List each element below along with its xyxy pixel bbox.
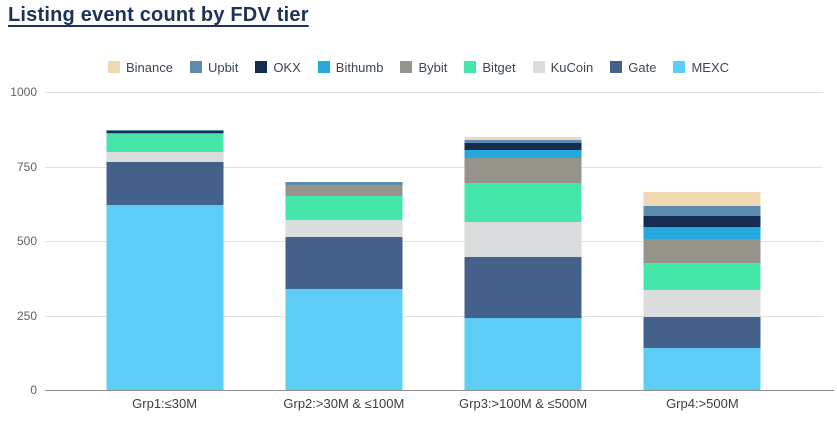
x-category-label-4: Grp4:>500M: [666, 396, 739, 411]
bar-segment-binance-grp4[interactable]: [643, 191, 761, 206]
bar-segment-gate-grp3[interactable]: [464, 257, 582, 319]
bar-segment-okx-grp4[interactable]: [643, 215, 761, 228]
stacked-bar-grp1: [106, 129, 224, 390]
legend-swatch-okx: [255, 61, 268, 73]
legend-swatch-upbit: [189, 61, 202, 73]
legend-swatch-bitget: [464, 61, 477, 73]
stacked-bar-grp3: [464, 136, 582, 390]
legend-label: Bithumb: [335, 59, 384, 75]
x-axis: Grp1:≤30M Grp2:>30M & ≤100M Grp3:>100M & ≤…: [75, 396, 792, 411]
y-tick-label-0: 0: [30, 383, 37, 397]
bar-segment-bitget-grp2[interactable]: [285, 196, 403, 220]
bar-segment-bitget-grp3[interactable]: [464, 182, 582, 222]
legend-item-binance[interactable]: Binance: [107, 59, 173, 75]
x-category-label-3: Grp3:>100M & ≤500M: [459, 396, 588, 411]
x-category-label-2: Grp2:>30M & ≤100M: [283, 396, 405, 411]
legend-label: Binance: [125, 59, 173, 75]
bar-slot-4: [613, 92, 792, 390]
legend-label: Gate: [628, 59, 657, 75]
bar-segment-gate-grp4[interactable]: [643, 317, 761, 349]
legend-swatch-kucoin: [532, 61, 545, 73]
bar-segment-bybit-grp4[interactable]: [643, 238, 761, 263]
legend-label: Upbit: [207, 59, 239, 75]
bar-segment-upbit-grp3[interactable]: [464, 140, 582, 143]
bar-segment-mexc-grp1[interactable]: [106, 205, 224, 390]
bar-segment-kucoin-grp3[interactable]: [464, 221, 582, 258]
bar-segment-bybit-grp1[interactable]: [106, 133, 224, 135]
legend-swatch-gate: [610, 61, 623, 73]
legend-item-gate[interactable]: Gate: [610, 60, 656, 75]
bar-slot-1: [75, 92, 254, 390]
bar-segment-upbit-grp4[interactable]: [643, 205, 761, 216]
bar-segment-okx-grp1[interactable]: [106, 131, 224, 133]
x-axis-line: [45, 390, 834, 391]
legend-item-upbit[interactable]: Upbit: [189, 59, 239, 75]
legend-item-kucoin[interactable]: KuCoin: [532, 59, 594, 75]
stacked-bar-grp4: [643, 191, 761, 390]
legend-item-mexc[interactable]: MEXC: [673, 60, 729, 75]
x-category-label-1: Grp1:≤30M: [132, 396, 198, 411]
bar-segment-gate-grp1[interactable]: [106, 162, 224, 206]
bar-segment-okx-grp3[interactable]: [464, 142, 582, 151]
bar-segment-binance-grp3[interactable]: [464, 136, 582, 141]
bar-segment-kucoin-grp2[interactable]: [285, 219, 403, 238]
bar-segment-bitget-grp4[interactable]: [643, 262, 761, 291]
legend-item-bybit[interactable]: Bybit: [400, 60, 447, 75]
bar-segment-mexc-grp3[interactable]: [464, 318, 582, 390]
bar-segment-upbit-grp2[interactable]: [285, 182, 403, 186]
bar-segment-kucoin-grp1[interactable]: [106, 151, 224, 163]
chart-title: Listing event count by FDV tier: [8, 4, 309, 26]
bar-segment-bithumb-grp1[interactable]: [106, 132, 224, 134]
y-tick-label-1000: 1000: [10, 85, 37, 99]
bar-segment-bybit-grp2[interactable]: [285, 185, 403, 197]
gridline-1000: [45, 92, 823, 93]
legend-label: Bitget: [482, 59, 516, 75]
legend-item-okx[interactable]: OKX: [255, 59, 301, 75]
legend-swatch-bybit: [400, 61, 413, 73]
legend-label: MEXC: [691, 59, 730, 75]
gridline-750: [45, 166, 823, 168]
legend-item-bitget[interactable]: Bitget: [464, 59, 516, 75]
bar-slot-2: [254, 92, 433, 390]
legend-item-bithumb[interactable]: Bithumb: [317, 59, 384, 75]
bar-segment-bithumb-grp4[interactable]: [643, 227, 761, 239]
legend-swatch-mexc: [673, 61, 686, 73]
legend-swatch-binance: [107, 61, 120, 73]
bars-region: [75, 92, 792, 390]
gridline-250: [45, 315, 823, 317]
legend: Binance Upbit OKX Bithumb Bybit Bitget KuCoin G…: [0, 59, 837, 75]
legend-label: OKX: [273, 59, 301, 75]
bar-segment-bitget-grp1[interactable]: [106, 134, 224, 152]
y-tick-label-250: 250: [16, 308, 37, 323]
stacked-bar-grp2: [285, 182, 403, 390]
bar-segment-mexc-grp4[interactable]: [643, 348, 761, 390]
bar-slot-3: [434, 92, 613, 390]
bar-segment-bybit-grp3[interactable]: [464, 157, 582, 183]
legend-swatch-bithumb: [317, 61, 330, 73]
legend-label: KuCoin: [550, 59, 594, 75]
bar-segment-kucoin-grp4[interactable]: [643, 290, 761, 317]
y-tick-label-750: 750: [16, 159, 37, 174]
bar-segment-gate-grp2[interactable]: [285, 237, 403, 289]
y-tick-label-500: 500: [16, 234, 37, 248]
bar-segment-bithumb-grp3[interactable]: [464, 150, 582, 158]
gridline-500: [45, 241, 823, 242]
bar-segment-upbit-grp1[interactable]: [106, 129, 224, 132]
legend-label: Bybit: [418, 59, 448, 75]
bar-segment-mexc-grp2[interactable]: [285, 288, 403, 390]
